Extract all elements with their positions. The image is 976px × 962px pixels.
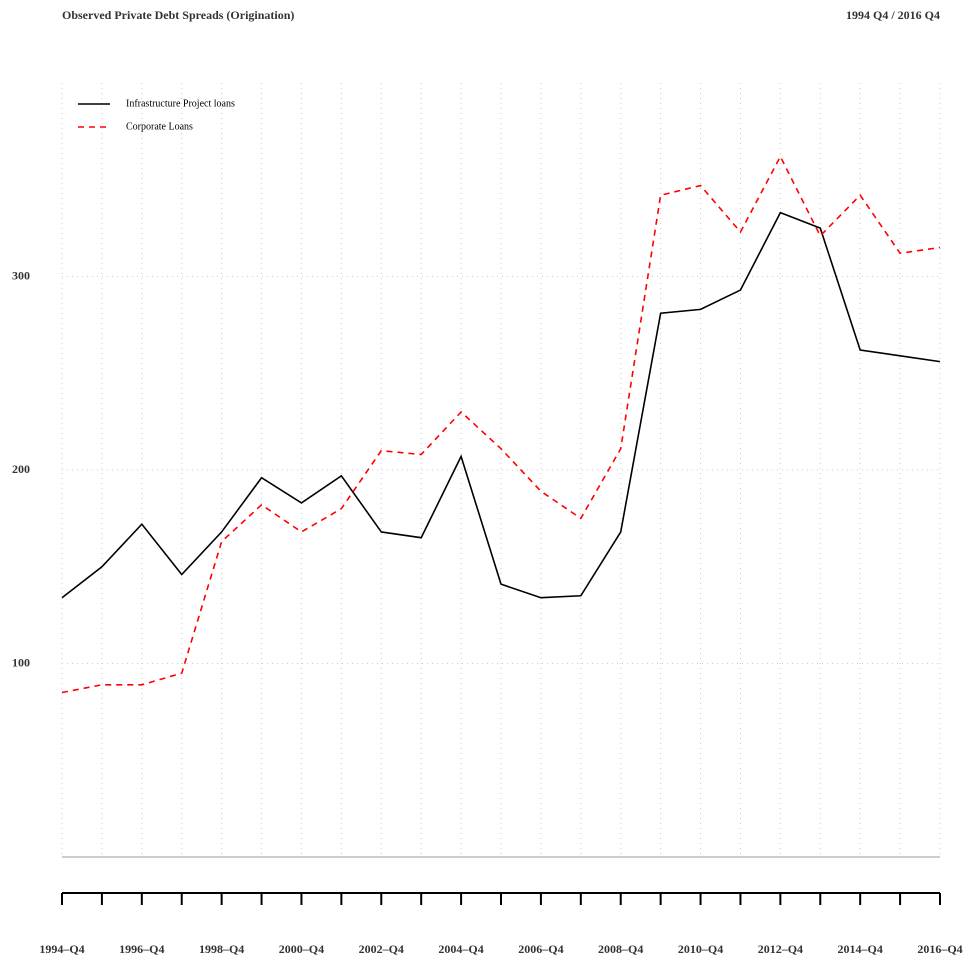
x-tick-label: 2012–Q4	[758, 942, 803, 956]
x-tick-label: 1994–Q4	[39, 942, 84, 956]
y-tick-label: 200	[12, 462, 30, 476]
x-tick-label: 1998–Q4	[199, 942, 244, 956]
legend-label: Infrastructure Project loans	[126, 98, 235, 109]
chart-title: Observed Private Debt Spreads (Originati…	[62, 8, 294, 22]
y-tick-label: 300	[12, 268, 30, 282]
x-tick-label: 1996–Q4	[119, 942, 164, 956]
x-tick-label: 2002–Q4	[359, 942, 404, 956]
x-tick-label: 2014–Q4	[838, 942, 883, 956]
legend-label: Corporate Loans	[126, 121, 193, 132]
line-series	[61, 211, 941, 599]
x-tick-label: 2008–Q4	[598, 942, 643, 956]
x-tick-label: 2000–Q4	[279, 942, 324, 956]
x-tick-label: 2010–Q4	[678, 942, 723, 956]
y-tick-label: 100	[12, 655, 30, 669]
chart-subtitle: 1994 Q4 / 2016 Q4	[846, 8, 940, 22]
line-series	[61, 154, 941, 694]
x-tick-label: 2006–Q4	[518, 942, 563, 956]
x-tick-label: 2004–Q4	[438, 942, 483, 956]
x-tick-label: 2016–Q4	[917, 942, 962, 956]
